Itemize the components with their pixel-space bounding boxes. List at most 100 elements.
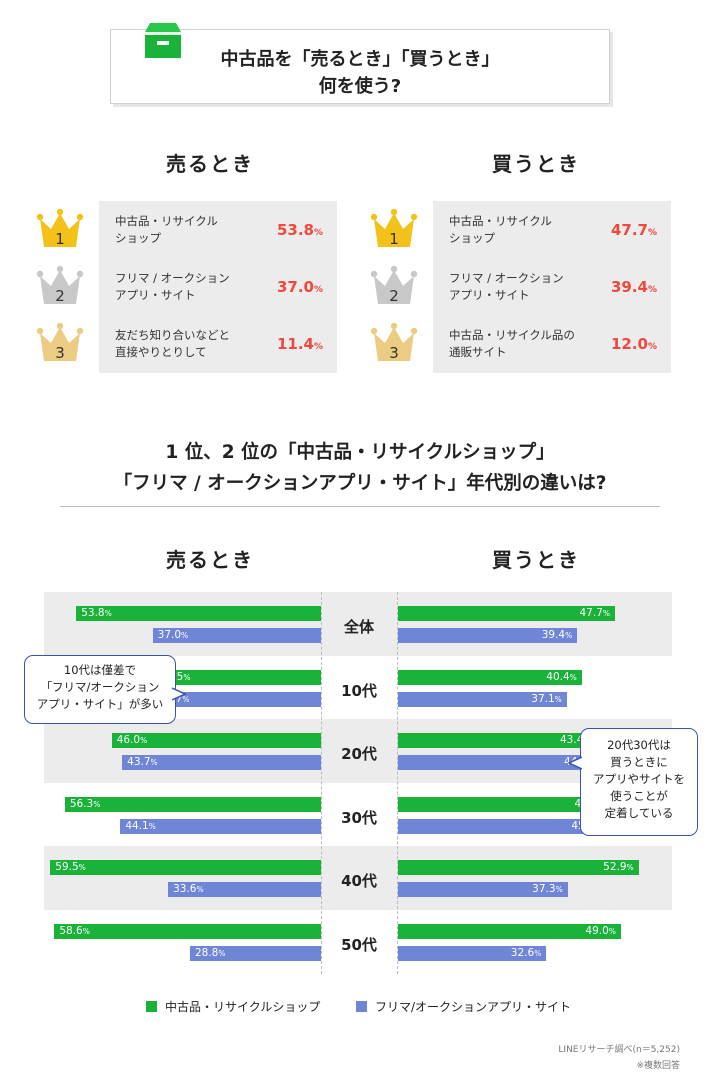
sell-rank-2-label: フリマ / オークション アプリ・サイト	[115, 270, 230, 304]
bar-value-label: 53.8%	[81, 607, 112, 619]
callout-right-pointer	[568, 756, 582, 770]
percent-unit: %	[647, 342, 657, 352]
buy-bar-flea-app: 37.1%	[398, 691, 567, 707]
bar-value-label: 56.3%	[69, 797, 101, 810]
page-title-line2: 何を使う?	[318, 76, 402, 97]
buy-heading: 買うとき	[492, 152, 580, 176]
sell-bar-shop: 58.6%	[54, 923, 321, 939]
sell-bar-shop: 56.3%	[64, 796, 321, 812]
bar-value-unit: %	[148, 821, 156, 831]
rank-label-line: ショップ	[115, 231, 161, 245]
bar-value-unit: %	[140, 736, 148, 745]
rank-label-line: 通販サイト	[449, 345, 507, 359]
bar-value-unit: %	[150, 758, 158, 767]
source-note: LINEリサーチ調べ(n＝5,252)	[558, 1045, 680, 1055]
age-category-label: 20代	[341, 745, 377, 763]
sell-rank-1-panel: 中古品・リサイクル ショップ 53.8%	[99, 201, 337, 259]
bar-value-unit: %	[608, 926, 616, 936]
rank-label-line: アプリ・サイト	[115, 288, 196, 302]
rank-label-line: 直接やりとりして	[115, 345, 207, 359]
age-sell-heading: 売るとき	[166, 548, 254, 572]
bar-value-unit: %	[196, 885, 204, 894]
rank-label-line: ショップ	[449, 231, 495, 245]
sell-rank-3-percent: 11.4%	[276, 335, 323, 353]
row-band	[44, 592, 672, 656]
buy-rank-3-percent: 12.0%	[610, 335, 657, 353]
center-divider-right	[397, 592, 398, 974]
buy-rank-number: 3	[389, 344, 399, 362]
bar-value-label: 52.9%	[603, 861, 634, 873]
age-section-title-line2: 「フリマ / オークションアプリ・サイト」年代別の違いは?	[113, 473, 607, 494]
percent-unit: %	[313, 285, 323, 295]
bar-value-label: 33.6%	[173, 883, 204, 895]
bar-value-unit: %	[602, 609, 611, 618]
bar-value-label: 47.7%	[579, 607, 611, 619]
bar-value-unit: %	[218, 948, 226, 958]
age-section-title-line1: 1 位、2 位の「中古品・リサイクルショップ」	[165, 442, 555, 463]
sell-rank-number: 3	[55, 344, 65, 362]
bar-value-unit: %	[181, 631, 189, 640]
bar-value-label: 40.4%	[546, 670, 577, 683]
callout-teens-line: 10代は僅差で	[63, 663, 137, 677]
legend-label-blue: フリマ/オークションアプリ・サイト	[375, 1000, 572, 1014]
bar-value-label: 43.7%	[127, 756, 158, 768]
bar-value-unit: %	[569, 672, 577, 682]
age-category-label: 40代	[341, 872, 377, 890]
buy-rank-2-panel: フリマ / オークション アプリ・サイト 39.4%	[433, 258, 671, 316]
percent-unit: %	[313, 342, 323, 352]
bar-value-label: 59.5%	[55, 861, 86, 873]
row-band	[44, 846, 672, 910]
callout-line: 定着している	[604, 806, 674, 820]
callout-line: 使うことが	[610, 789, 668, 803]
buy-bar-flea-app: 39.4%	[398, 628, 578, 643]
sell-bar-flea-app: 33.6%	[168, 882, 321, 897]
legend-swatch-green	[146, 1001, 157, 1012]
buy-rank-1-label: 中古品・リサイクル ショップ	[449, 213, 552, 247]
rank-label-line: 中古品・リサイクル品の	[449, 328, 575, 342]
sell-rank-2-panel: フリマ / オークション アプリ・サイト 37.0%	[99, 258, 337, 316]
rank-label-line: フリマ / オークション	[449, 271, 564, 285]
percent-unit: %	[647, 285, 657, 295]
sell-bar-flea-app: 28.8%	[189, 945, 321, 961]
bar-value-label: 37.3%	[532, 883, 563, 895]
legend-label-green: 中古品・リサイクルショップ	[165, 1000, 321, 1014]
page-title-line1: 中古品を「売るとき」「買うとき」	[220, 49, 500, 70]
buy-bar-shop: 40.4%	[398, 669, 582, 685]
bar-value-label: 37.0%	[157, 629, 189, 641]
buy-rank-1-panel: 中古品・リサイクル ショップ 47.7%	[433, 201, 671, 259]
bar-value-unit: %	[93, 799, 101, 809]
age-category-label: 10代	[341, 681, 377, 700]
buy-bar-flea-app: 32.6%	[398, 945, 547, 961]
buy-rank-3-panel: 中古品・リサイクル品の 通販サイト 12.0%	[433, 315, 671, 373]
callout-twenties-thirties: 20代30代は 買うときに アプリやサイトを 使うことが 定着している	[580, 728, 698, 836]
buy-bar-flea-app: 37.3%	[398, 882, 568, 897]
bar-value-unit: %	[555, 885, 563, 894]
age-category-label: 50代	[341, 935, 377, 954]
title-box	[110, 29, 610, 104]
buy-rank-number: 1	[389, 230, 399, 248]
bar-value-unit: %	[104, 609, 112, 618]
multiple-answer-note: ※複数回答	[636, 1061, 680, 1071]
bar-value-label: 49.0%	[585, 924, 616, 937]
callout-teens-line: アプリ・サイト」が多い	[36, 697, 164, 711]
sell-bar-flea-app: 37.0%	[152, 628, 321, 643]
bar-value-unit: %	[554, 694, 562, 704]
age-buy-heading: 買うとき	[492, 548, 580, 572]
bar-value-unit: %	[78, 863, 86, 872]
buy-rank-2-crown-icon: 2	[370, 266, 418, 305]
bar-value-unit: %	[182, 694, 190, 704]
sell-rank-1-crown-icon: 1	[36, 209, 84, 248]
section-divider	[60, 506, 660, 507]
callout-line: 買うときに	[610, 755, 668, 769]
bar-value-label: 28.8%	[194, 946, 226, 959]
sell-rank-3-label: 友だち知り合いなどと 直接やりとりして	[115, 327, 230, 361]
legend-swatch-blue	[356, 1001, 367, 1012]
rank-label-line: アプリ・サイト	[449, 288, 530, 302]
callout-teens-pointer	[172, 687, 186, 701]
callout-teens: 10代は僅差で 「フリマ/オークション アプリ・サイト」が多い	[24, 655, 176, 724]
buy-rank-3-crown-icon: 3	[370, 323, 418, 362]
buy-rank-3-label: 中古品・リサイクル品の 通販サイト	[449, 327, 575, 361]
sell-heading: 売るとき	[166, 152, 254, 176]
buy-rank-number: 2	[389, 287, 399, 305]
age-category-label: 30代	[341, 808, 377, 827]
